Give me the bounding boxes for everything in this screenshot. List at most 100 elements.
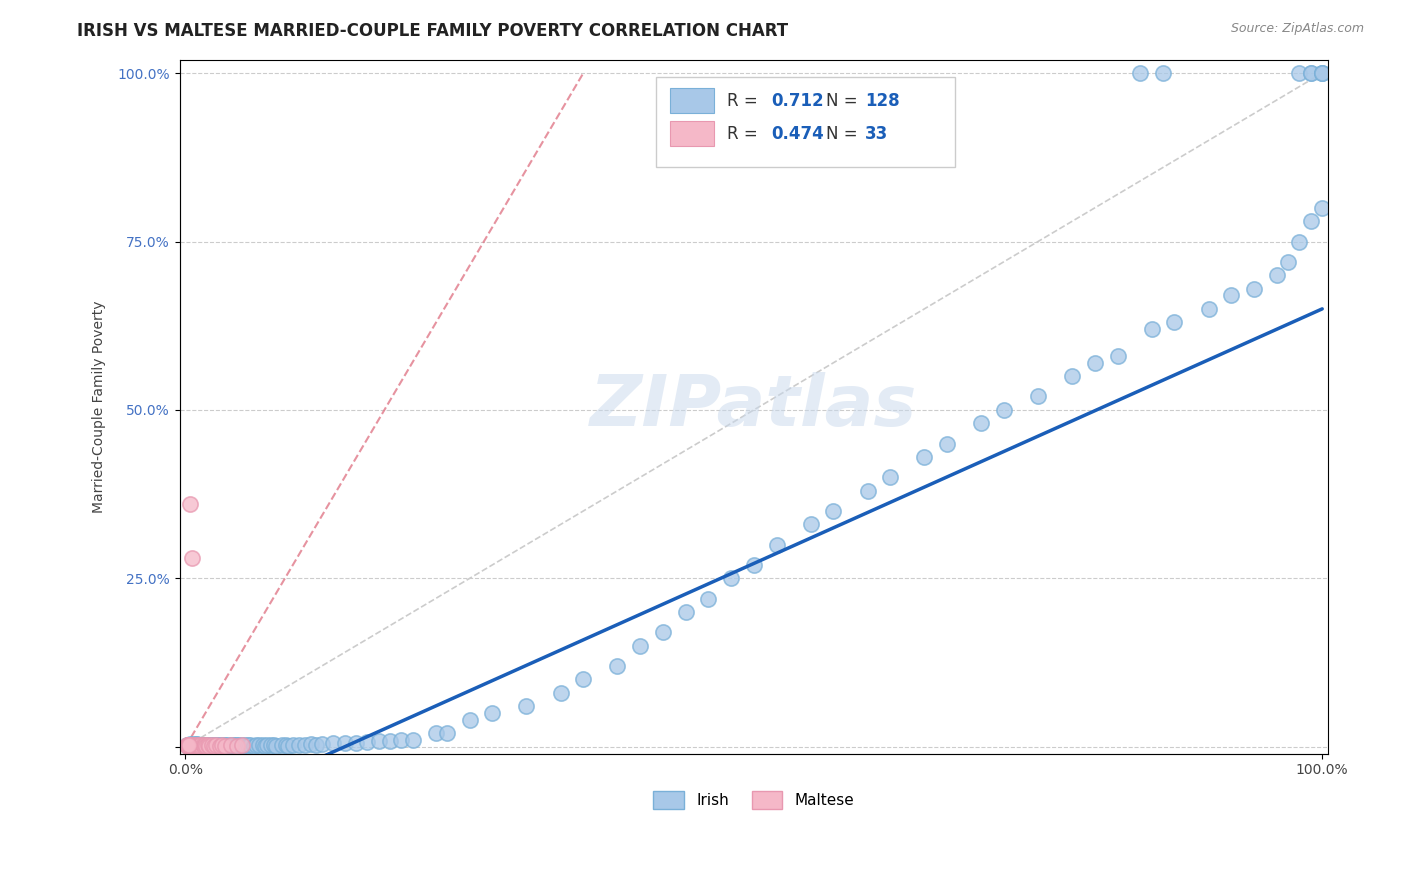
Point	[993, 403, 1015, 417]
Point	[254, 739, 277, 753]
Point	[179, 739, 201, 753]
Legend: Irish, Maltese: Irish, Maltese	[647, 784, 860, 815]
Point	[197, 739, 219, 753]
Point	[217, 739, 239, 753]
Point	[322, 736, 344, 750]
Point	[572, 673, 595, 687]
Point	[179, 739, 201, 753]
Point	[283, 738, 305, 752]
Point	[1198, 301, 1220, 316]
Point	[425, 726, 447, 740]
Point	[247, 739, 270, 753]
Point	[176, 738, 198, 752]
Text: ZIPatlas: ZIPatlas	[591, 372, 918, 441]
Point	[436, 726, 458, 740]
Point	[211, 739, 233, 753]
Text: Source: ZipAtlas.com: Source: ZipAtlas.com	[1230, 22, 1364, 36]
Point	[245, 739, 267, 753]
Point	[201, 739, 224, 753]
Point	[1310, 201, 1333, 215]
Point	[191, 738, 214, 752]
Point	[305, 738, 328, 752]
Point	[181, 738, 204, 752]
Point	[800, 517, 823, 532]
Point	[208, 739, 231, 753]
Point	[184, 737, 207, 751]
Text: 33: 33	[865, 125, 889, 143]
Point	[1062, 369, 1084, 384]
Point	[219, 738, 242, 752]
Point	[177, 738, 200, 752]
Point	[186, 739, 208, 753]
Point	[333, 736, 356, 750]
Point	[208, 738, 231, 752]
Text: R =: R =	[727, 125, 763, 143]
Point	[742, 558, 765, 572]
Point	[651, 625, 673, 640]
Point	[1243, 282, 1265, 296]
Point	[675, 605, 697, 619]
Point	[294, 738, 316, 752]
Text: IRISH VS MALTESE MARRIED-COUPLE FAMILY POVERTY CORRELATION CHART: IRISH VS MALTESE MARRIED-COUPLE FAMILY P…	[77, 22, 789, 40]
Point	[1299, 214, 1322, 228]
Point	[197, 739, 219, 753]
Point	[356, 735, 378, 749]
Point	[176, 739, 198, 753]
Point	[180, 739, 202, 753]
Point	[1140, 322, 1163, 336]
Point	[1163, 315, 1185, 329]
Point	[205, 739, 228, 753]
Point	[219, 739, 242, 753]
Point	[176, 739, 198, 753]
Point	[214, 738, 236, 752]
Point	[177, 739, 200, 753]
Point	[231, 739, 253, 753]
Point	[550, 686, 572, 700]
Point	[1299, 66, 1322, 80]
Point	[856, 483, 879, 498]
Point	[1265, 268, 1288, 283]
Point	[198, 739, 221, 753]
Point	[515, 699, 537, 714]
Point	[183, 737, 205, 751]
Point	[177, 739, 200, 753]
Point	[391, 733, 413, 747]
Point	[879, 470, 901, 484]
Point	[190, 738, 212, 752]
Point	[1288, 66, 1310, 80]
Point	[1107, 349, 1129, 363]
Point	[179, 497, 201, 511]
Point	[224, 739, 246, 753]
Point	[183, 738, 205, 752]
Point	[228, 739, 250, 753]
Point	[187, 739, 209, 753]
Point	[225, 739, 247, 753]
Point	[177, 738, 200, 752]
Point	[823, 504, 845, 518]
Point	[211, 739, 233, 753]
Point	[481, 706, 503, 720]
Point	[260, 739, 283, 753]
Text: 0.712: 0.712	[770, 92, 824, 110]
Point	[180, 739, 202, 753]
Point	[720, 571, 742, 585]
Point	[299, 737, 322, 751]
Text: R =: R =	[727, 92, 763, 110]
Point	[179, 739, 201, 753]
Point	[231, 739, 253, 753]
Point	[202, 738, 225, 752]
Text: N =: N =	[827, 125, 863, 143]
Point	[1310, 66, 1333, 80]
Y-axis label: Married-Couple Family Poverty: Married-Couple Family Poverty	[93, 301, 107, 513]
Point	[402, 733, 425, 747]
Point	[188, 739, 211, 753]
Point	[222, 739, 245, 753]
Point	[200, 739, 222, 753]
Point	[180, 738, 202, 752]
Point	[936, 436, 959, 450]
Point	[263, 738, 285, 752]
Point	[970, 417, 993, 431]
Point	[344, 736, 367, 750]
Point	[1129, 66, 1152, 80]
Point	[628, 639, 651, 653]
